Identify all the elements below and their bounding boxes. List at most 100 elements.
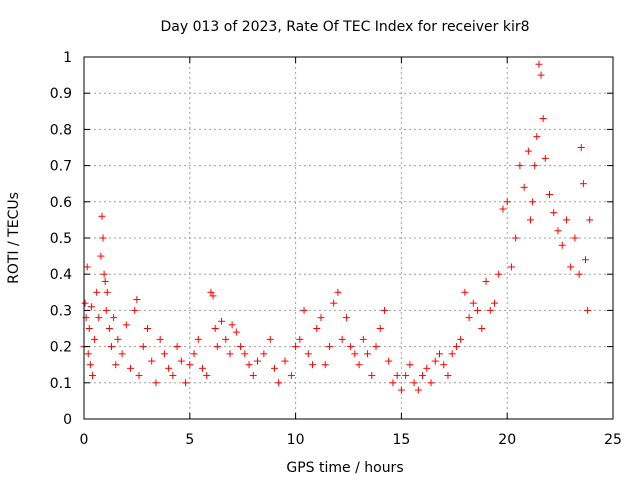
data-point <box>209 292 217 300</box>
grid-layer <box>84 57 613 419</box>
data-point <box>457 335 465 343</box>
data-point <box>478 325 486 332</box>
data-point <box>533 133 541 141</box>
data-point <box>385 357 393 365</box>
data-point <box>266 335 274 343</box>
data-point <box>317 314 325 322</box>
data-point <box>520 183 528 191</box>
data-point <box>207 288 215 296</box>
data-point <box>550 209 558 217</box>
data-point <box>156 335 164 343</box>
data-point <box>152 379 160 387</box>
data-point <box>133 296 141 304</box>
data-point <box>118 350 126 358</box>
data-point <box>99 234 107 242</box>
data-point <box>84 350 92 358</box>
data-point <box>81 299 89 307</box>
data-point <box>444 372 452 380</box>
data-point <box>112 361 120 369</box>
data-point <box>338 335 346 343</box>
y-tick-label: 0.8 <box>50 122 72 138</box>
data-point <box>232 328 240 336</box>
data-point <box>182 379 190 387</box>
data-point <box>364 350 372 358</box>
data-point <box>524 147 532 155</box>
data-point <box>342 314 350 322</box>
y-tick-label: 0 <box>63 412 72 428</box>
data-point <box>516 162 524 170</box>
data-point <box>435 350 443 358</box>
data-point <box>87 303 95 311</box>
data-point <box>577 144 585 151</box>
data-point <box>414 386 422 394</box>
data-point <box>218 317 226 325</box>
x-tick-label: 25 <box>604 432 622 448</box>
data-point <box>101 277 109 285</box>
data-point <box>211 325 219 332</box>
data-point <box>135 372 143 380</box>
data-point <box>503 198 511 206</box>
data-point <box>249 372 257 380</box>
data-point <box>102 306 110 314</box>
y-tick-labels: 0 0.1 0.2 0.3 0.4 0.5 0.6 0.7 0.8 0.9 1 <box>50 50 72 428</box>
data-point <box>474 306 482 314</box>
data-point <box>355 361 363 369</box>
data-point <box>554 227 562 235</box>
data-point <box>465 314 473 322</box>
data-point <box>95 314 103 322</box>
data-point <box>139 343 147 351</box>
chart-title: Day 013 of 2023, Rate Of TEC Index for r… <box>160 19 529 35</box>
data-point <box>194 335 202 343</box>
data-point <box>526 216 534 224</box>
data-point <box>537 71 545 79</box>
data-point <box>270 364 278 372</box>
data-point <box>334 288 342 296</box>
data-point <box>535 60 543 68</box>
data-point <box>402 372 410 380</box>
data-point <box>222 335 230 343</box>
y-tick-label: 0.4 <box>50 267 72 283</box>
data-point <box>165 364 173 372</box>
y-tick-label: 0.1 <box>50 376 72 392</box>
data-point <box>491 299 499 307</box>
y-axis-label: ROTI / TECUs <box>6 192 22 284</box>
data-point <box>546 191 554 199</box>
data-point <box>431 357 439 365</box>
data-point <box>105 325 113 332</box>
data-point <box>173 343 181 351</box>
data-point <box>190 350 198 358</box>
data-point <box>393 372 401 380</box>
data-point <box>304 350 312 358</box>
x-axis-label: GPS time / hours <box>286 460 403 476</box>
data-point <box>100 270 108 278</box>
data-point <box>347 343 355 351</box>
data-point <box>507 263 515 271</box>
data-point <box>440 361 448 369</box>
data-point <box>531 162 539 170</box>
data-point <box>575 270 583 278</box>
x-tick-label: 15 <box>392 432 410 448</box>
data-point <box>110 314 118 322</box>
data-point <box>226 350 234 358</box>
data-point <box>143 325 151 332</box>
data-point <box>260 350 268 358</box>
data-point <box>325 343 333 351</box>
data-point <box>83 263 91 271</box>
data-point <box>241 350 249 358</box>
data-point <box>419 372 427 380</box>
data-point <box>410 379 418 387</box>
data-point <box>213 343 221 351</box>
data-point <box>309 361 317 369</box>
data-point <box>160 350 168 358</box>
data-point <box>93 288 101 296</box>
data-point <box>499 205 507 213</box>
data-point <box>169 372 177 380</box>
data-point <box>203 372 211 380</box>
data-point <box>245 361 253 369</box>
data-point <box>562 216 570 224</box>
data-point <box>452 343 460 351</box>
data-point <box>131 306 139 314</box>
data-point <box>469 299 477 307</box>
